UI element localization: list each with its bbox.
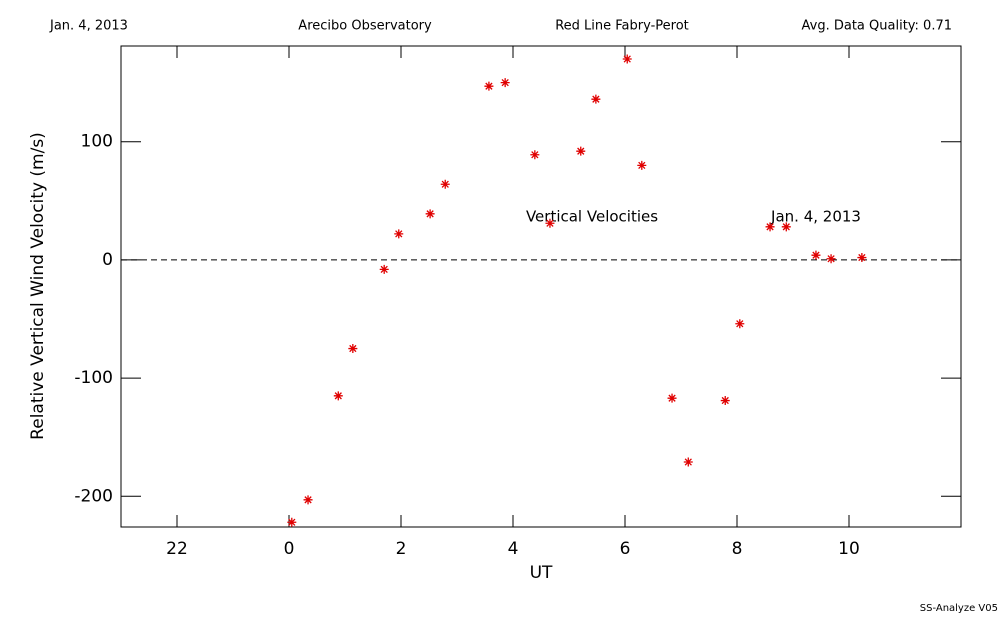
data-point bbox=[591, 94, 601, 104]
data-point bbox=[576, 146, 586, 156]
x-tick-label: 0 bbox=[284, 539, 295, 559]
y-tick-label: -200 bbox=[74, 486, 113, 506]
x-tick-label: 10 bbox=[838, 539, 860, 559]
data-point bbox=[857, 253, 867, 263]
x-tick-label: 4 bbox=[508, 539, 519, 559]
data-point bbox=[500, 78, 510, 88]
data-point bbox=[348, 344, 358, 354]
header-quality: Avg. Data Quality: 0.71 bbox=[802, 19, 952, 34]
data-point bbox=[667, 393, 677, 403]
header-observatory: Arecibo Observatory bbox=[298, 19, 432, 34]
data-point bbox=[379, 264, 389, 274]
x-tick-label: 6 bbox=[620, 539, 631, 559]
data-point bbox=[425, 209, 435, 219]
x-axis-label: UT bbox=[530, 563, 553, 583]
data-point bbox=[484, 81, 494, 91]
plot-frame bbox=[120, 45, 962, 528]
header-instrument: Red Line Fabry-Perot bbox=[555, 19, 689, 34]
data-point bbox=[826, 254, 836, 264]
annotation: Vertical Velocities bbox=[526, 208, 658, 226]
data-point bbox=[765, 222, 775, 232]
y-axis-label: Relative Vertical Wind Velocity (m/s) bbox=[28, 132, 48, 440]
data-point bbox=[637, 160, 647, 170]
data-point bbox=[287, 517, 297, 527]
data-point bbox=[735, 319, 745, 329]
data-point bbox=[622, 54, 632, 64]
footer: SS-Analyze V05 bbox=[920, 603, 998, 614]
data-point bbox=[781, 222, 791, 232]
x-tick-label: 22 bbox=[166, 539, 188, 559]
y-tick-label: 100 bbox=[81, 132, 113, 152]
y-tick-label: -100 bbox=[74, 368, 113, 388]
data-point bbox=[394, 229, 404, 239]
x-tick-label: 8 bbox=[732, 539, 743, 559]
data-point bbox=[720, 396, 730, 406]
x-tick-label: 2 bbox=[396, 539, 407, 559]
data-point bbox=[530, 150, 540, 160]
data-point bbox=[303, 495, 313, 505]
data-point bbox=[545, 218, 555, 228]
y-tick-label: 0 bbox=[102, 250, 113, 270]
annotation: Jan. 4, 2013 bbox=[770, 208, 861, 226]
data-point bbox=[440, 179, 450, 189]
data-point bbox=[811, 250, 821, 260]
header-date: Jan. 4, 2013 bbox=[49, 19, 128, 34]
data-point bbox=[333, 391, 343, 401]
data-point bbox=[683, 457, 693, 467]
